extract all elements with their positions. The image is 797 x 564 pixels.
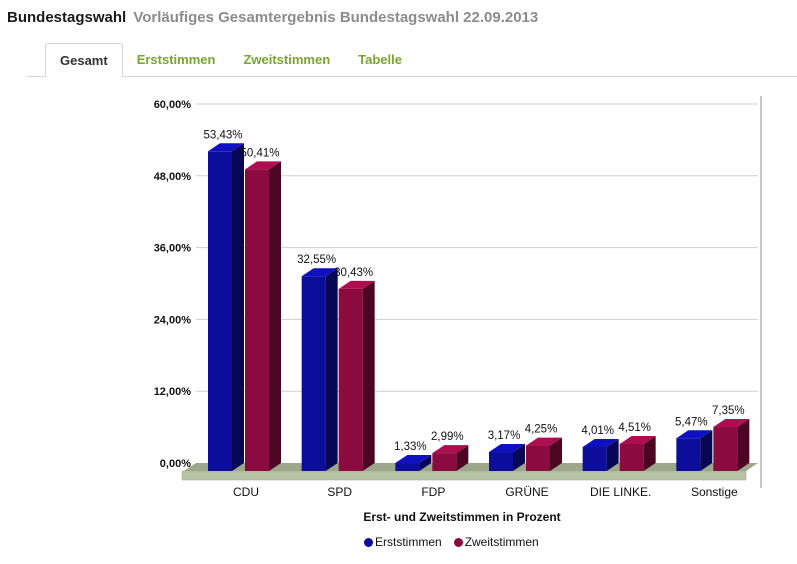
legend-marker-erststimmen (364, 537, 373, 547)
bar-front (713, 427, 738, 471)
bar-side (606, 439, 619, 471)
bar-top (619, 436, 656, 445)
data-label: 30,43% (334, 267, 373, 279)
bar-front (582, 447, 607, 471)
x-tick-label: SPD (327, 485, 352, 499)
data-label: 1,33% (394, 441, 427, 453)
bar-zweitstimmen (245, 161, 281, 471)
bar-top (676, 430, 713, 439)
tab-list: Gesamt Erststimmen Zweitstimmen Tabelle (45, 43, 416, 78)
bar-top (713, 419, 750, 428)
bar-top (395, 455, 432, 464)
data-label: 4,25% (525, 424, 558, 436)
bar-side (269, 161, 281, 471)
bar-zweitstimmen (713, 419, 750, 471)
bar-front (489, 452, 513, 471)
chart-frame (168, 96, 762, 488)
y-tick-label: 36,00% (154, 243, 192, 255)
bar-erststimmen (208, 143, 244, 472)
bar-erststimmen (676, 430, 713, 471)
bar-erststimmen (395, 455, 432, 471)
bar-side (550, 437, 562, 471)
bar-erststimmen (582, 439, 619, 471)
page-title: Bundestagswahl Vorläufiges Gesamtergebni… (7, 9, 538, 26)
bar-side (325, 268, 338, 471)
bar-front (301, 276, 326, 471)
data-label: 7,35% (712, 405, 745, 417)
y-tick-label: 24,00% (154, 314, 192, 326)
bar-side (362, 280, 375, 471)
data-label: 2,99% (431, 431, 464, 443)
data-label: 50,41% (240, 147, 279, 159)
bar-side (456, 445, 469, 471)
bar-zweitstimmen (526, 437, 562, 471)
bar-front (338, 288, 363, 471)
bar-zweitstimmen (338, 280, 375, 471)
title-subtitle: Vorläufiges Gesamtergebnis Bundestagswah… (133, 9, 539, 26)
bar-side (643, 436, 656, 471)
data-label: 3,17% (488, 430, 521, 442)
bar-front (208, 151, 232, 472)
chart-legend: Erststimmen Zweitstimmen (364, 535, 539, 549)
bar-erststimmen (301, 268, 338, 471)
legend-label-erststimmen: Erststimmen (375, 535, 442, 549)
bar-front (619, 444, 644, 471)
x-tick-label: CDU (233, 485, 259, 499)
data-label: 53,43% (203, 129, 242, 141)
bar-top (245, 161, 281, 170)
bar-side (232, 143, 244, 472)
bar-top (208, 143, 244, 152)
data-label: 32,55% (297, 254, 336, 266)
data-label: 5,47% (675, 416, 708, 428)
bar-top (301, 268, 338, 277)
tab-erststimmen[interactable]: Erststimmen (136, 52, 216, 67)
tab-gesamt[interactable]: Gesamt (45, 43, 123, 78)
bar-erststimmen (489, 444, 525, 471)
bar-top (526, 437, 562, 446)
legend-label-zweitstimmen: Zweitstimmen (464, 535, 539, 549)
bar-zweitstimmen (619, 436, 656, 471)
bar-zweitstimmen (432, 445, 469, 471)
tab-bar-line (27, 76, 797, 77)
bar-front (432, 453, 457, 471)
x-tick-label: DIE LINKE. (590, 485, 651, 499)
legend-marker-zweitstimmen (453, 537, 463, 547)
y-tick-label: 60,00% (154, 99, 192, 111)
x-axis-title: Erst- und Zweitstimmen in Prozent (363, 510, 560, 524)
legend-item-zweitstimmen[interactable]: Zweitstimmen (453, 535, 539, 549)
bar-front (676, 438, 701, 471)
bar-top (489, 444, 525, 453)
y-tick-label: 48,00% (154, 171, 192, 183)
tab-zweitstimmen[interactable]: Zweitstimmen (243, 52, 331, 67)
tab-tabelle[interactable]: Tabelle (358, 52, 402, 67)
bar-top (582, 439, 619, 448)
x-tick-label: GRÜNE (505, 485, 548, 499)
bar-front (526, 445, 550, 471)
bar-front (245, 169, 269, 471)
y-tick-label: 0,00% (160, 458, 191, 470)
title-main: Bundestagswahl (7, 9, 127, 26)
floor-front (181, 470, 747, 481)
y-tick-label: 12,00% (154, 386, 192, 398)
bar-top (338, 280, 375, 289)
x-tick-label: FDP (421, 485, 445, 499)
bar-side (737, 419, 750, 471)
legend-item-erststimmen[interactable]: Erststimmen (364, 535, 442, 549)
x-tick-label: Sonstige (691, 485, 738, 499)
data-label: 4,51% (618, 422, 651, 434)
bar-side (700, 430, 713, 471)
bar-top (432, 445, 469, 454)
bar-front (395, 463, 420, 471)
data-label: 4,01% (581, 425, 614, 437)
bar-side (513, 444, 525, 471)
bar-side (419, 455, 432, 471)
